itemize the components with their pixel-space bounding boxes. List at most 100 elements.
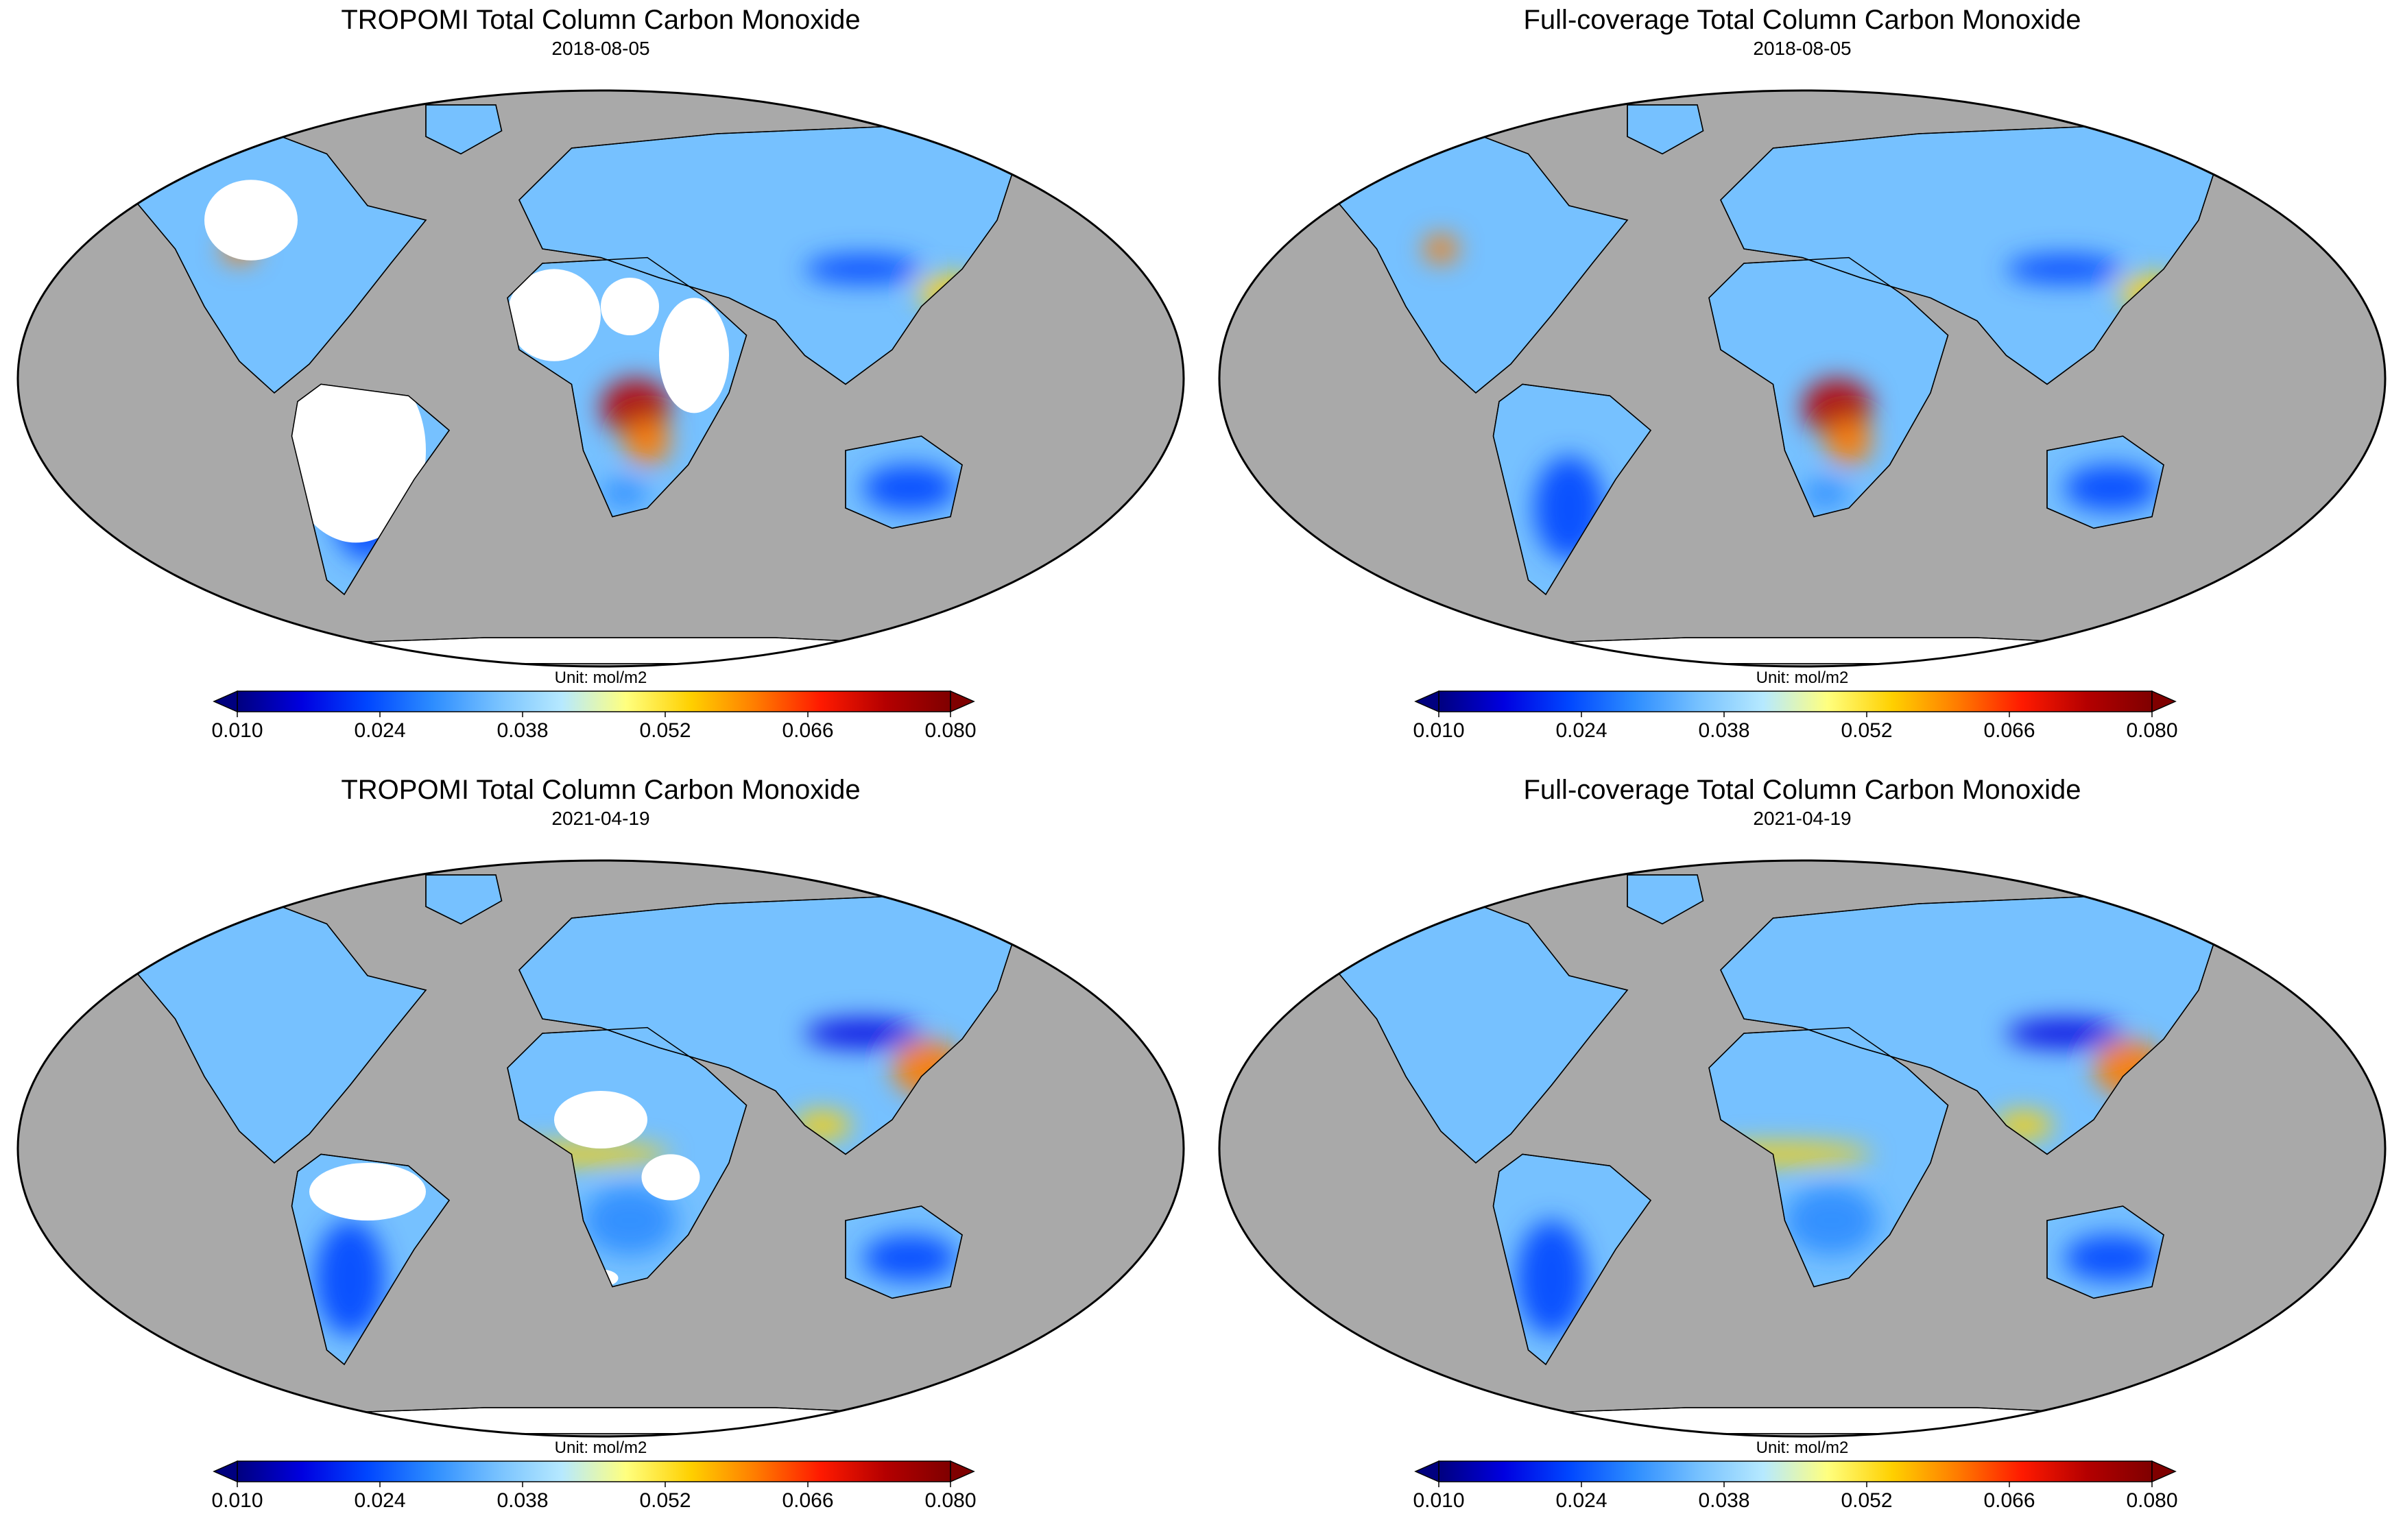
colorbar-extend-max — [2151, 690, 2177, 713]
world-map — [1218, 89, 2387, 717]
colorbar-tick-label: 0.080 — [924, 1489, 977, 1512]
coastline-australia — [845, 1205, 963, 1299]
coastline-samerica — [1492, 1153, 1652, 1366]
coastline-eurasia — [518, 124, 1021, 385]
colorbar-unit-label: Unit: mol/m2 — [1756, 1439, 1849, 1457]
co-hotspot-6 — [1784, 1186, 1878, 1255]
world-map — [16, 859, 1185, 1487]
missing-data-swath-1 — [286, 358, 426, 543]
coastline-samerica — [291, 383, 451, 596]
co-hotspot-4 — [315, 1220, 385, 1336]
map-panel-full-coverage-2018: Full-coverage Total Column Carbon Monoxi… — [1202, 0, 2403, 770]
colorbar-extend-max — [2151, 1460, 2177, 1483]
coastline-namerica — [98, 894, 427, 1164]
coastline-greenland — [425, 874, 503, 925]
colorbar-tick-label: 0.010 — [211, 1489, 263, 1512]
map-panel-tropomi-2018: TROPOMI Total Column Carbon Monoxide 201… — [0, 0, 1202, 770]
panel-date: 2021-04-19 — [551, 808, 650, 829]
missing-data-swath-1 — [309, 1163, 426, 1220]
co-hotspot-5 — [2064, 1235, 2158, 1282]
colorbar-extend-min — [1414, 1460, 1439, 1483]
missing-data-swath-0 — [204, 180, 298, 261]
colorbar-tick-label: 0.066 — [1983, 1489, 2035, 1512]
panel-title: TROPOMI Total Column Carbon Monoxide — [341, 775, 861, 805]
co-hotspot-7 — [1802, 479, 1849, 508]
landmass-antarctica — [1440, 1407, 2164, 1434]
map-panel-tropomi-2021: TROPOMI Total Column Carbon Monoxide 202… — [0, 770, 1202, 1540]
coastline-greenland — [425, 104, 503, 155]
colorbar-tick-label: 0.052 — [639, 1489, 691, 1512]
co-hotspot-3 — [804, 254, 922, 284]
coastline-eurasia — [518, 894, 1021, 1155]
co-hotspot-3 — [804, 1019, 922, 1048]
world-map — [1218, 859, 2387, 1487]
colorbar — [237, 690, 951, 712]
colorbar-tick-label: 0.052 — [639, 719, 691, 742]
panel-title: Full-coverage Total Column Carbon Monoxi… — [1523, 5, 2081, 35]
co-hotspot-4 — [1516, 1220, 1587, 1336]
colorbar-tick-label: 0.024 — [1555, 1489, 1607, 1512]
panel-title: TROPOMI Total Column Carbon Monoxide — [341, 5, 861, 35]
colorbar-tick-label: 0.066 — [1983, 719, 2035, 742]
co-hotspot-1 — [1826, 418, 1872, 466]
co-hotspot-5 — [863, 1235, 957, 1282]
coastline-namerica — [98, 124, 427, 394]
coastline-samerica — [1492, 383, 1652, 596]
colorbar-tick-label: 0.038 — [497, 1489, 549, 1512]
co-hotspot-6 — [583, 1186, 677, 1255]
map-frame — [16, 89, 1185, 668]
coastline-greenland — [1627, 874, 1704, 925]
colorbar-unit-label: Unit: mol/m2 — [554, 1439, 647, 1457]
panel-date: 2021-04-19 — [1753, 808, 1852, 829]
coastline-africa — [1708, 1026, 1949, 1288]
coastline-namerica — [1300, 124, 1629, 394]
panel-title: Full-coverage Total Column Carbon Monoxi… — [1523, 775, 2081, 805]
panel-date: 2018-08-05 — [1753, 38, 1852, 59]
coastline-eurasia — [1720, 894, 2223, 1155]
colorbar-tick-label: 0.066 — [782, 719, 834, 742]
coastline-samerica — [291, 1153, 451, 1366]
colorbar-extend-min — [1414, 690, 1439, 713]
world-map — [16, 89, 1185, 717]
co-hotspot-3 — [2006, 254, 2123, 284]
colorbar-tick-label: 0.080 — [924, 719, 977, 742]
colorbar-tick-label: 0.066 — [782, 1489, 834, 1512]
missing-data-swath-4 — [601, 278, 659, 335]
coastline-australia — [2046, 435, 2164, 529]
colorbar-tick-label: 0.010 — [1413, 1489, 1465, 1512]
colorbar-tick-label: 0.052 — [1841, 1489, 1893, 1512]
missing-data-swath-0 — [554, 1091, 647, 1148]
coastline-greenland — [1627, 104, 1704, 155]
colorbar-tick-label: 0.052 — [1841, 719, 1893, 742]
colorbar-unit-label: Unit: mol/m2 — [554, 669, 647, 687]
colorbar-tick-label: 0.038 — [1698, 1489, 1750, 1512]
landmass-antarctica — [239, 637, 963, 664]
co-hotspot-6 — [1423, 234, 1459, 263]
coastline-eurasia — [1720, 124, 2223, 385]
colorbar-extend-min — [213, 1460, 238, 1483]
map-panel-full-coverage-2021: Full-coverage Total Column Carbon Monoxi… — [1202, 770, 2403, 1540]
coastline-africa — [1708, 256, 1949, 518]
colorbar-tick-label: 0.024 — [354, 1489, 406, 1512]
coastline-australia — [845, 435, 963, 529]
colorbar-tick-label: 0.010 — [211, 719, 263, 742]
colorbar-tick-label: 0.024 — [1555, 719, 1607, 742]
colorbar-tick-label: 0.080 — [2126, 1489, 2178, 1512]
landmass-antarctica — [239, 1407, 963, 1434]
colorbar-tick-label: 0.024 — [354, 719, 406, 742]
colorbar-tick-label: 0.038 — [497, 719, 549, 742]
co-hotspot-5 — [863, 465, 957, 512]
colorbar — [237, 1460, 951, 1482]
coastline-australia — [2046, 1205, 2164, 1299]
colorbar-unit-label: Unit: mol/m2 — [1756, 669, 1849, 687]
map-frame — [1218, 859, 2387, 1438]
colorbar — [1438, 1460, 2153, 1482]
map-frame — [16, 859, 1185, 1438]
colorbar-extend-max — [950, 1460, 975, 1483]
map-frame — [1218, 89, 2387, 668]
colorbar-extend-max — [950, 690, 975, 713]
coastline-namerica — [1300, 894, 1629, 1164]
colorbar-tick-label: 0.080 — [2126, 719, 2178, 742]
missing-data-swath-2 — [507, 269, 601, 361]
coastline-africa — [507, 256, 748, 518]
